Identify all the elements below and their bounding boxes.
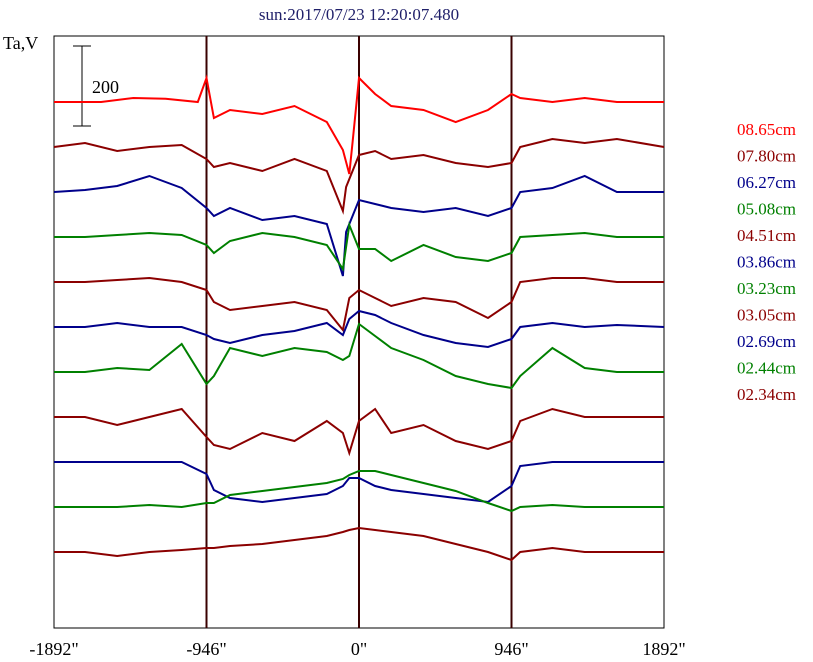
series-line-04-51cm bbox=[54, 276, 664, 333]
legend-entry: 05.08cm bbox=[737, 200, 796, 219]
series-line-02-44cm bbox=[54, 470, 664, 513]
legend-entry: 03.05cm bbox=[737, 306, 796, 325]
legend-entry: 02.69cm bbox=[737, 332, 796, 351]
legend-entry: 08.65cm bbox=[737, 120, 796, 139]
legend: 08.65cm 07.80cm 06.27cm 05.08cm 04.51cm 03.86… bbox=[737, 120, 796, 404]
series-line-03-05cm bbox=[54, 407, 664, 457]
series-line-03-86cm bbox=[54, 309, 665, 349]
legend-entry: 07.80cm bbox=[737, 147, 796, 166]
series-line-05-08cm bbox=[54, 221, 664, 272]
legend-entry: 03.86cm bbox=[737, 253, 796, 272]
x-tick-label: -946" bbox=[186, 639, 226, 659]
x-tick-label: 1892" bbox=[642, 639, 685, 659]
series-line-08-65cm bbox=[54, 74, 664, 175]
scale-bar-label: 200 bbox=[92, 77, 119, 97]
series-line-06-27cm bbox=[53, 174, 664, 277]
series-line-07-80cm bbox=[53, 137, 665, 215]
x-tick-label: -1892" bbox=[29, 639, 78, 659]
x-tick-label: 0" bbox=[351, 639, 367, 659]
x-tick-labels: -1892" -946" 0" 946" 1892" bbox=[29, 639, 685, 659]
y-axis-label: Ta,V bbox=[3, 33, 38, 53]
series-line-02-34cm bbox=[54, 526, 664, 562]
legend-entry: 02.34cm bbox=[737, 385, 796, 404]
series-line-02-69cm bbox=[54, 461, 664, 504]
x-tick-label: 946" bbox=[494, 639, 528, 659]
legend-entry: 04.51cm bbox=[737, 226, 796, 245]
legend-entry: 03.23cm bbox=[737, 279, 796, 298]
vertical-reference-lines bbox=[205, 36, 513, 628]
scale-bar: 200 bbox=[73, 45, 119, 127]
legend-entry: 02.44cm bbox=[737, 359, 796, 378]
chart-title: sun:2017/07/23 12:20:07.480 bbox=[259, 5, 459, 24]
series-line-03-23cm bbox=[54, 322, 664, 390]
series-traces bbox=[53, 74, 665, 562]
legend-entry: 06.27cm bbox=[737, 173, 796, 192]
